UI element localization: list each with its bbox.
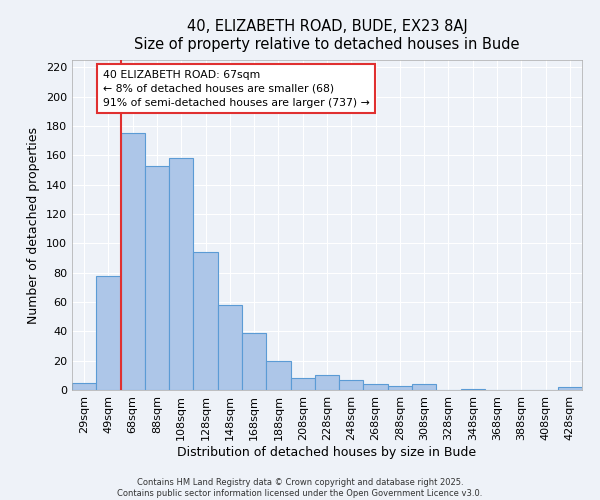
Bar <box>72 382 96 390</box>
Bar <box>242 333 266 390</box>
Bar <box>290 378 315 390</box>
Bar <box>193 252 218 390</box>
Bar <box>145 166 169 390</box>
Bar <box>558 387 582 390</box>
Text: Contains HM Land Registry data © Crown copyright and database right 2025.
Contai: Contains HM Land Registry data © Crown c… <box>118 478 482 498</box>
Bar <box>96 276 121 390</box>
Bar <box>412 384 436 390</box>
Bar <box>364 384 388 390</box>
X-axis label: Distribution of detached houses by size in Bude: Distribution of detached houses by size … <box>178 446 476 458</box>
Bar <box>339 380 364 390</box>
Bar <box>121 134 145 390</box>
Bar <box>461 388 485 390</box>
Bar <box>315 376 339 390</box>
Bar <box>169 158 193 390</box>
Bar <box>388 386 412 390</box>
Y-axis label: Number of detached properties: Number of detached properties <box>28 126 40 324</box>
Text: 40 ELIZABETH ROAD: 67sqm
← 8% of detached houses are smaller (68)
91% of semi-de: 40 ELIZABETH ROAD: 67sqm ← 8% of detache… <box>103 70 370 108</box>
Title: 40, ELIZABETH ROAD, BUDE, EX23 8AJ
Size of property relative to detached houses : 40, ELIZABETH ROAD, BUDE, EX23 8AJ Size … <box>134 20 520 52</box>
Bar <box>266 360 290 390</box>
Bar <box>218 305 242 390</box>
